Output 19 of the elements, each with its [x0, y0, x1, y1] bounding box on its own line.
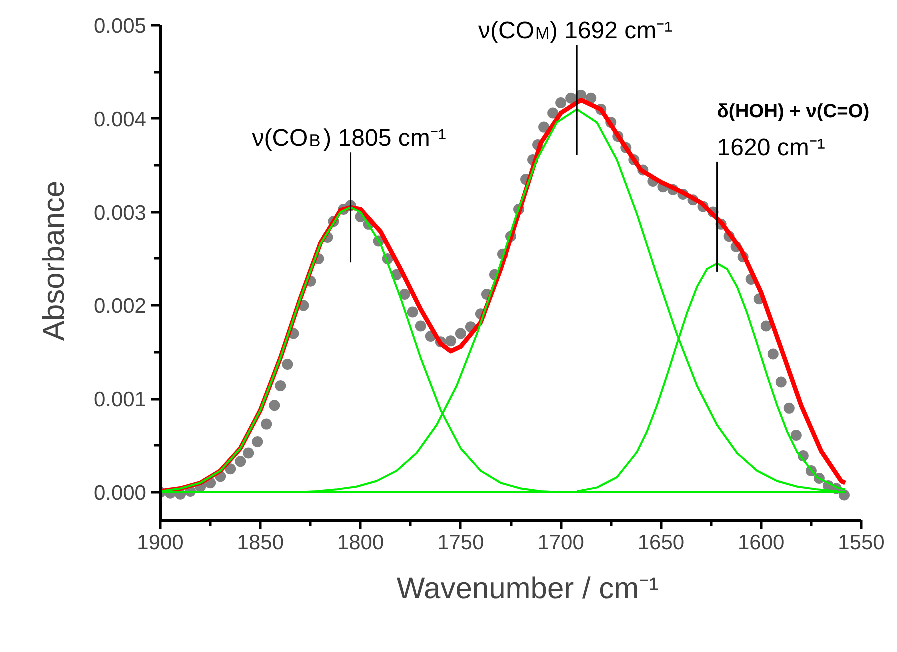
- x-tick-label: 1750: [438, 532, 484, 554]
- annotation: ν(COM) 1692 cm⁻¹: [478, 18, 673, 45]
- x-tick-label: 1900: [137, 532, 184, 554]
- y-tick-label: 0.004: [94, 108, 147, 132]
- y-tick-label: 0.005: [94, 15, 147, 38]
- y-tick-label: 0.001: [94, 388, 147, 412]
- x-tick-label: 1550: [838, 532, 885, 554]
- y-tick-label: 0.003: [94, 202, 147, 225]
- y-axis-title: Absorbance: [38, 180, 71, 342]
- x-tick-label: 1850: [237, 532, 284, 554]
- annotation: ν(COB) 1805 cm⁻¹: [252, 125, 446, 152]
- annotation: δ(HOH) + ν(C=O) 1620 cm⁻¹: [717, 101, 870, 162]
- y-tick-label: 0.002: [94, 295, 147, 318]
- x-axis-title: Wavenumber / cm⁻¹: [396, 572, 660, 606]
- x-tick-label: 1700: [538, 532, 584, 554]
- x-tick-label: 1800: [337, 532, 384, 554]
- y-tick-label: 0.000: [94, 482, 147, 505]
- x-tick-label: 1600: [738, 532, 785, 554]
- x-tick-label: 1650: [638, 532, 685, 554]
